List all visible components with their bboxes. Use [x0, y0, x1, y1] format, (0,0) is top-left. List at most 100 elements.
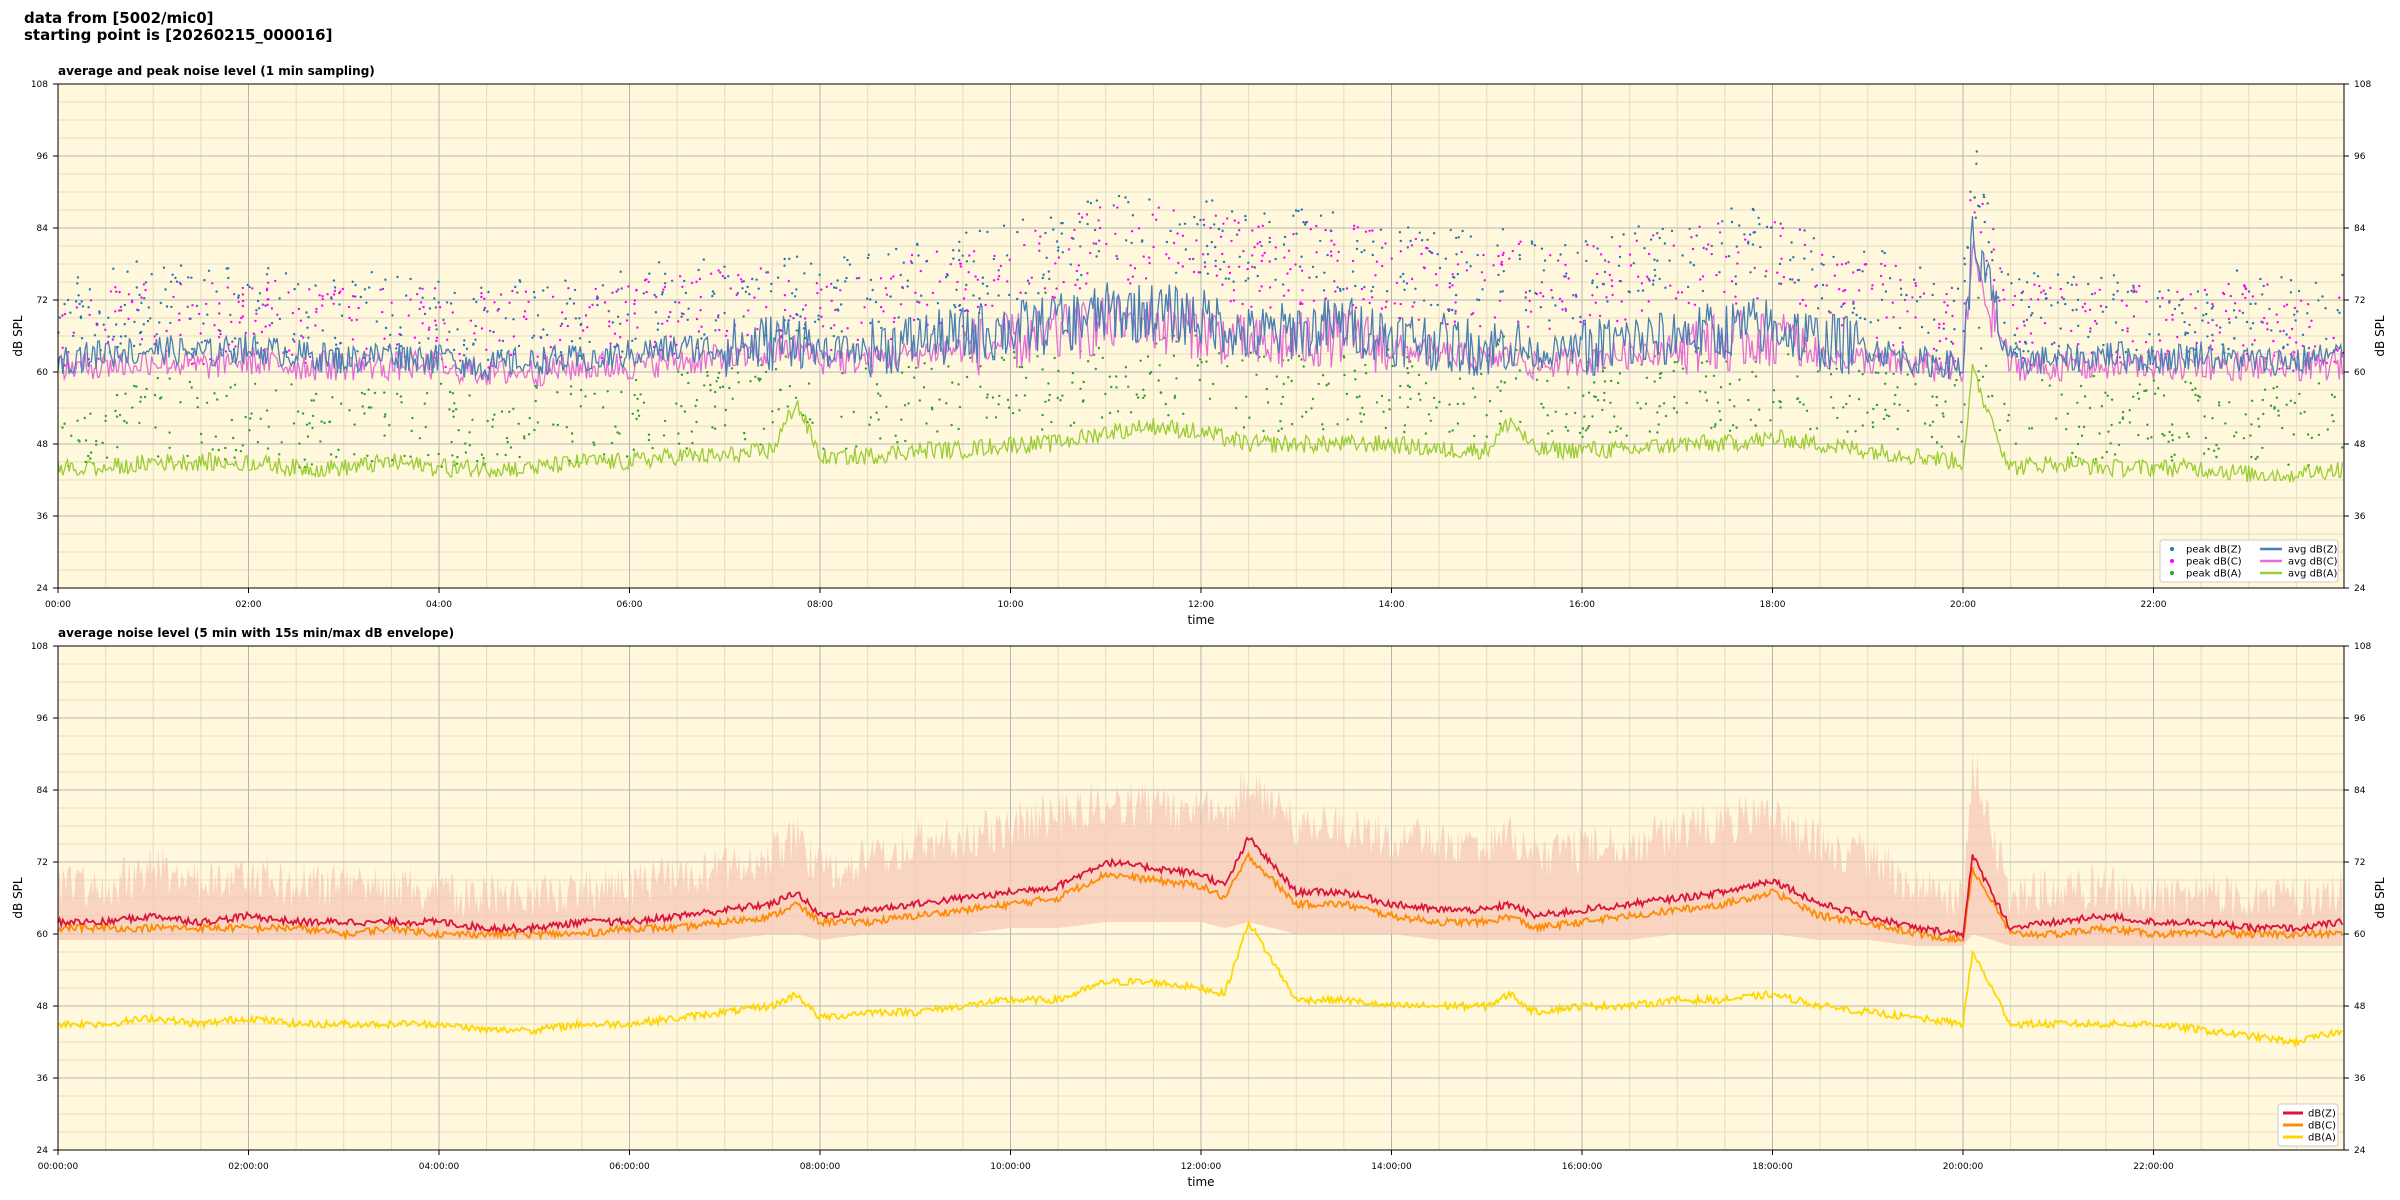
peak-point	[1673, 361, 1677, 364]
peak-point	[1871, 284, 1874, 287]
peak-point	[1327, 382, 1330, 385]
peak-point	[1779, 400, 1782, 404]
peak-point	[690, 281, 694, 285]
peak-point	[1705, 248, 1708, 251]
y-tick-label: 96	[37, 714, 49, 724]
peak-point	[2215, 324, 2218, 327]
peak-point	[818, 273, 821, 276]
y-tick-label-right: 72	[2354, 296, 2365, 306]
peak-point	[69, 311, 72, 314]
peak-point	[1056, 249, 1060, 252]
peak-point	[1451, 284, 1454, 287]
peak-point	[311, 426, 314, 430]
peak-point	[1613, 415, 1616, 418]
peak-point	[902, 261, 905, 264]
peak-point	[1540, 402, 1543, 406]
peak-point	[1311, 265, 1315, 269]
peak-point	[1127, 278, 1130, 281]
peak-point	[1354, 378, 1357, 381]
peak-point	[2039, 316, 2043, 319]
peak-point	[1524, 291, 1528, 294]
peak-point	[347, 305, 351, 309]
peak-point	[1564, 263, 1567, 267]
peak-point	[981, 276, 985, 279]
peak-point	[1953, 384, 1957, 387]
peak-point	[1125, 239, 1128, 242]
peak-point	[1751, 370, 1754, 374]
y-tick-label: 108	[31, 642, 48, 652]
peak-point	[191, 304, 194, 307]
peak-point	[333, 289, 336, 293]
peak-point	[2071, 309, 2074, 312]
peak-point	[143, 395, 147, 399]
peak-point	[1942, 322, 1946, 325]
peak-point	[2257, 417, 2260, 420]
peak-point	[1235, 233, 1239, 236]
peak-point	[1351, 270, 1355, 273]
peak-point	[306, 326, 309, 329]
peak-point	[1339, 289, 1342, 293]
peak-point	[381, 287, 385, 291]
peak-point	[2193, 331, 2197, 334]
peak-point	[875, 411, 878, 414]
peak-point	[1405, 282, 1409, 285]
series-line-dbz	[57, 836, 2344, 941]
peak-point	[965, 283, 968, 287]
peak-point	[1914, 316, 1917, 319]
peak-point	[2014, 442, 2018, 445]
peak-point	[1892, 344, 1895, 347]
peak-point	[308, 288, 311, 291]
peak-point	[2233, 337, 2236, 340]
peak-point	[936, 302, 940, 305]
peak-point	[472, 343, 475, 346]
peak-point	[2000, 270, 2003, 274]
peak-point	[2283, 305, 2286, 308]
peak-point	[1701, 289, 1705, 293]
peak-point	[63, 302, 66, 306]
peak-point	[266, 303, 269, 306]
peak-point	[747, 309, 750, 312]
peak-point	[1261, 254, 1264, 257]
peak-point	[1969, 190, 1972, 193]
peak-point	[721, 385, 725, 388]
peak-point	[959, 308, 962, 312]
peak-point	[2013, 351, 2017, 354]
peak-point	[2275, 385, 2279, 388]
peak-point	[1969, 199, 1972, 202]
peak-point	[611, 291, 614, 294]
peak-point	[1661, 227, 1665, 231]
peak-point	[241, 444, 244, 447]
peak-point	[196, 406, 199, 409]
peak-point	[1654, 274, 1657, 277]
peak-point	[353, 453, 356, 456]
peak-point	[190, 362, 194, 366]
peak-point	[997, 278, 1000, 281]
peak-point	[635, 289, 638, 292]
peak-point	[754, 375, 757, 378]
peak-point	[1845, 402, 1848, 406]
peak-point	[2293, 306, 2297, 310]
peak-point	[1730, 220, 1734, 224]
peak-point	[914, 366, 918, 369]
peak-point	[1094, 242, 1098, 245]
peak-point	[1115, 386, 1118, 389]
peak-point	[1598, 314, 1602, 318]
peak-point	[1851, 311, 1855, 314]
peak-point	[1057, 256, 1061, 259]
peak-point	[569, 392, 573, 396]
peak-point	[1251, 254, 1254, 257]
peak-point	[1131, 214, 1135, 217]
peak-point	[953, 303, 956, 307]
peak-point	[1793, 281, 1796, 284]
peak-point	[1297, 354, 1301, 358]
peak-point	[2287, 463, 2290, 466]
peak-point	[2173, 453, 2176, 456]
peak-point	[350, 319, 353, 322]
peak-point	[95, 443, 98, 446]
peak-point	[504, 453, 507, 457]
peak-point	[93, 334, 97, 337]
peak-point	[913, 376, 916, 379]
peak-point	[1410, 277, 1414, 281]
peak-point	[2187, 435, 2190, 438]
peak-point	[1038, 249, 1041, 252]
